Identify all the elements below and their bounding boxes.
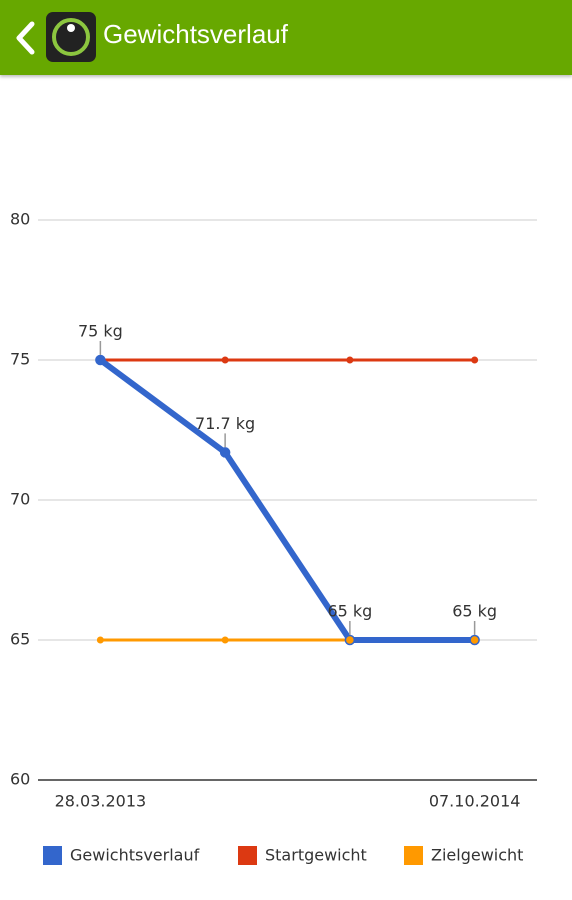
y-tick-label: 60 [10, 770, 30, 789]
legend-swatch [404, 846, 423, 865]
nav-icons [16, 12, 96, 62]
x-tick-label: 07.10.2014 [429, 792, 521, 811]
app-title: Gewichtsverlauf [103, 19, 288, 49]
value-label: 71.7 kg [195, 414, 255, 433]
value-label: 75 kg [78, 322, 123, 341]
y-tick-label: 80 [10, 210, 30, 229]
legend-label: Zielgewicht [431, 846, 523, 865]
y-tick-label: 70 [10, 490, 30, 509]
legend-swatch [238, 846, 257, 865]
data-point [95, 354, 106, 366]
data-point [469, 634, 480, 646]
data-point [219, 447, 231, 458]
back-button[interactable] [16, 21, 35, 55]
legend-label: Gewichtsverlauf [70, 846, 200, 865]
data-point [346, 356, 354, 364]
data-point [221, 636, 229, 644]
chart: 60 65 70 75 80 28.03.2013 07.10.2014 75 kg 71.7 … [10, 210, 537, 865]
legend-swatch [43, 846, 62, 865]
series-line [98, 357, 475, 643]
y-tick-label: 75 [10, 350, 30, 369]
data-point [471, 356, 479, 364]
data-point [96, 636, 104, 644]
value-label: 65 kg [327, 602, 372, 621]
x-tick-label: 28.03.2013 [55, 792, 147, 811]
legend-label: Startgewicht [265, 846, 367, 865]
data-point [221, 356, 229, 364]
value-label: 65 kg [452, 602, 497, 621]
data-point [344, 634, 356, 646]
app-icon-ring [52, 18, 90, 56]
app-bar: Gewichtsverlauf [0, 0, 572, 75]
y-tick-label: 65 [10, 630, 30, 649]
app-icon-figure [67, 24, 75, 32]
